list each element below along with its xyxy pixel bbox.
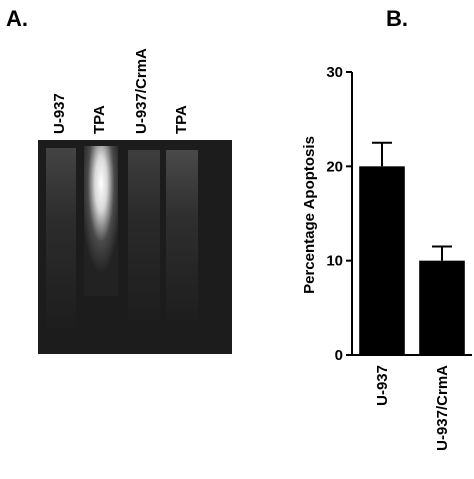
y-axis-label: Percentage Apoptosis: [301, 136, 318, 294]
lane-label: U-937/CrmA: [133, 48, 150, 134]
y-tick-label: 30: [326, 64, 343, 81]
gel: [38, 140, 232, 354]
y-tick-label: 0: [335, 347, 343, 364]
gel-lane: [84, 146, 118, 296]
lane-label: TPA: [173, 105, 190, 134]
gel-lane: [46, 148, 76, 328]
bar: [419, 260, 465, 355]
lane-label: TPA: [91, 105, 108, 134]
x-tick-label: U-937/CrmA: [434, 365, 451, 451]
panel-label: B.: [386, 6, 408, 31]
gel-lane: [166, 150, 198, 320]
x-tick-label: U-937: [374, 365, 391, 406]
panel-label: A.: [6, 6, 28, 31]
lane-label: U-937: [51, 93, 68, 134]
bar: [359, 166, 405, 355]
y-tick-label: 20: [326, 158, 343, 175]
y-tick-label: 10: [326, 253, 343, 270]
gel-lane: [128, 150, 160, 320]
